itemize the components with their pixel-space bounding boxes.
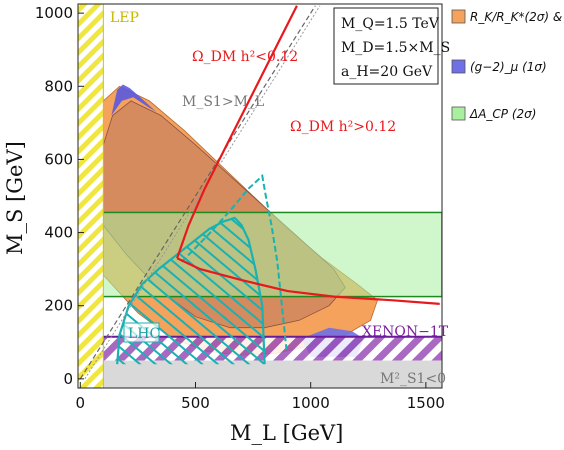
x-tick-label: 500 bbox=[181, 394, 210, 412]
x-axis-title: M_L [GeV] bbox=[230, 421, 343, 445]
legend-label-rk: R_K/R_K*(2σ) & B_s mix. bbox=[470, 10, 564, 24]
plot-frame bbox=[77, 3, 443, 389]
legend-swatch-gm2 bbox=[451, 59, 466, 74]
y-tick-label: 1000 bbox=[35, 4, 73, 22]
legend-label-acp: ΔA_CP (2σ) bbox=[469, 107, 536, 121]
param-ah: a_H=20 GeV bbox=[341, 64, 433, 80]
lhc-label-text: LHC bbox=[128, 326, 160, 342]
param-mq: M_Q=1.5 TeV bbox=[341, 16, 440, 32]
lep-band bbox=[78, 4, 104, 388]
lep-label: LEP bbox=[110, 10, 139, 26]
y-tick-label: 800 bbox=[44, 77, 73, 95]
x-tick-label: 1500 bbox=[407, 394, 445, 412]
xenon-label: XENON−1T bbox=[362, 324, 449, 340]
y-tick-label: 0 bbox=[63, 370, 73, 388]
legend-label-gm2: (g−2)_μ (1σ) bbox=[470, 60, 547, 74]
mass-line-label: M_S1>M_L bbox=[182, 94, 264, 110]
y-tick-label: 200 bbox=[44, 297, 73, 315]
legend-swatch-rk bbox=[451, 9, 466, 24]
relic-low-label: Ω_DM h²<0.12 bbox=[192, 49, 298, 65]
y-axis-title: M_S [GeV] bbox=[3, 141, 27, 255]
gm2-region bbox=[111, 84, 157, 116]
lhc-solid-contour bbox=[116, 216, 266, 365]
tachyon-label: M²_S1<0 bbox=[380, 371, 446, 387]
y-tick-label: 600 bbox=[44, 150, 73, 168]
legend-swatch-acp bbox=[451, 106, 466, 121]
x-tick-label: 1000 bbox=[292, 394, 330, 412]
x-tick-label: 0 bbox=[76, 394, 86, 412]
legend: R_K/R_K*(2σ) & B_s mix. (g−2)_μ (1σ) ΔA_… bbox=[451, 9, 564, 121]
relic-density-tail bbox=[176, 257, 440, 305]
lhc-label-box bbox=[123, 322, 160, 343]
y-tick-label: 400 bbox=[44, 224, 73, 242]
mass-equality-line bbox=[79, 5, 316, 380]
x-axis-ticks: 0 500 1000 1500 bbox=[76, 382, 445, 412]
relic-density-line bbox=[176, 5, 298, 259]
lhc-dashed-contour bbox=[180, 173, 288, 350]
parameter-box bbox=[333, 7, 439, 85]
relic-high-label: Ω_DM h²>0.12 bbox=[290, 119, 396, 135]
param-md: M_D=1.5×M_S bbox=[341, 40, 450, 56]
y-axis-ticks: 0 200 400 600 800 1000 bbox=[35, 4, 84, 388]
tachyon-band bbox=[78, 360, 442, 388]
